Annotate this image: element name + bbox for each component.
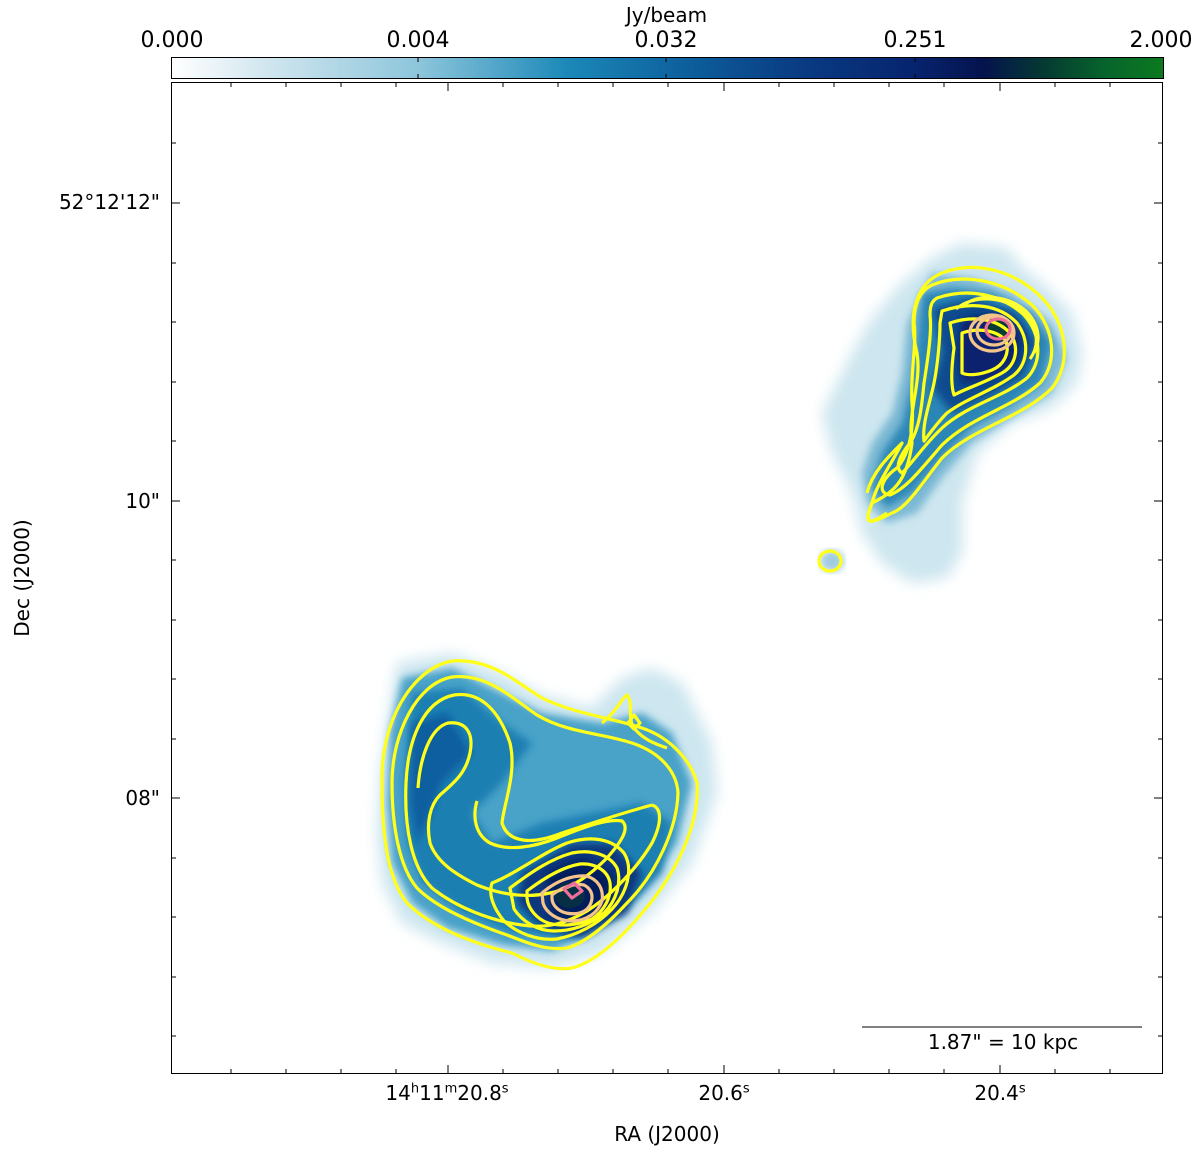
y-tick-label-0: 52°12'12" bbox=[58, 190, 160, 214]
colorbar-header: Jy/beam bbox=[171, 0, 1162, 30]
colorbar-label: Jy/beam bbox=[625, 3, 708, 27]
y-tick-label-2: 08" bbox=[125, 786, 160, 810]
y-tick-label-1: 10" bbox=[125, 489, 160, 513]
colorbar-tick-marks bbox=[417, 57, 916, 79]
scalebar-label: 1.87" = 10 kpc bbox=[927, 1030, 1079, 1054]
x-tick-label-2: 20.4s bbox=[974, 1081, 1026, 1105]
colorbar-tick-1: 0.004 bbox=[386, 28, 450, 53]
colorbar-tick-2: 0.032 bbox=[634, 28, 698, 53]
colorbar-tick-3: 0.251 bbox=[883, 28, 947, 53]
colorbar-tick-4: 2.000 bbox=[1129, 28, 1193, 53]
axis-tick-marks bbox=[172, 83, 1162, 1073]
sky-image-panel bbox=[171, 82, 1163, 1074]
x-axis-label: RA (J2000) bbox=[614, 1122, 720, 1146]
y-axis-label: Dec (J2000) bbox=[10, 519, 34, 637]
sky-image bbox=[377, 243, 1142, 1028]
upper-source-contours bbox=[817, 265, 1066, 573]
x-tick-label-0: 14h11m20.8s bbox=[385, 1081, 509, 1105]
lower-source-contours bbox=[380, 659, 699, 971]
colorbar bbox=[171, 57, 1164, 79]
colorbar-tick-0: 0.000 bbox=[140, 28, 204, 53]
x-tick-label-1: 20.6s bbox=[698, 1081, 750, 1105]
